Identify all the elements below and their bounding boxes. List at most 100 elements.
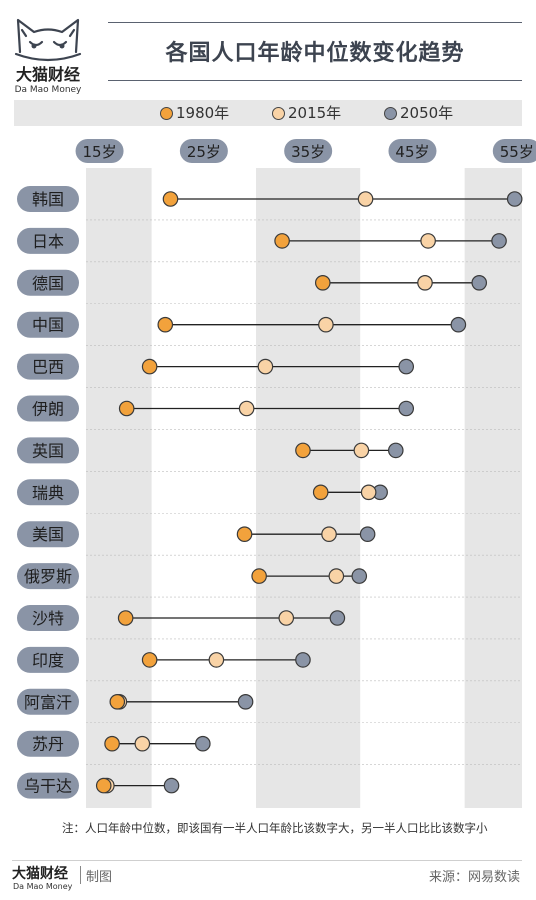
legend-item-2050: 2050年 (384, 100, 453, 126)
country-row: 韩国 (17, 186, 523, 221)
country-pill (17, 479, 79, 506)
country-label: 伊朗 (32, 400, 64, 419)
country-label: 美国 (32, 525, 64, 544)
legend-swatch-1980 (160, 106, 173, 120)
country-label: 日本 (32, 232, 64, 251)
country-pill (17, 688, 79, 715)
background-band (464, 168, 522, 808)
legend-swatch-2015 (272, 106, 285, 120)
dot-1980 (251, 568, 267, 584)
dot-1980 (295, 442, 311, 459)
legend-label-2050: 2050年 (400, 104, 454, 122)
x-tick-pill (388, 139, 437, 163)
footer-separator (80, 866, 81, 884)
x-tick-55: 55岁 (492, 139, 536, 163)
country-pill (17, 521, 79, 548)
country-label: 乌干达 (24, 777, 72, 796)
country-pill (17, 730, 79, 757)
dot-2015 (328, 568, 345, 584)
country-label: 巴西 (32, 358, 64, 377)
country-label: 中国 (32, 316, 64, 335)
country-row: 乌干达 (17, 772, 180, 799)
background-band (86, 168, 152, 808)
legend-label-2015: 2015年 (288, 104, 342, 122)
x-tick-pill (179, 139, 228, 163)
country-label: 俄罗斯 (24, 567, 72, 586)
country-pill (17, 437, 79, 464)
x-tick-25: 25岁 (179, 139, 228, 163)
legend-swatch-2050 (384, 106, 397, 120)
country-row: 英国 (17, 437, 522, 472)
legend-label-1980: 1980年 (176, 104, 230, 122)
dot-2050 (237, 693, 254, 710)
footer-brand-logo: 大猫财经 Da Mao Money (12, 865, 73, 891)
page-title: 各国人口年龄中位数变化趋势 (165, 41, 465, 66)
brand-name-cn: 大猫财经 (16, 65, 80, 84)
dumbbell-chart: 15岁 25岁 35岁 45岁 55岁 韩国日本德国中国巴西伊朗英国瑞典美国俄罗斯沙特印… (17, 139, 536, 808)
country-row: 巴西 (17, 353, 522, 388)
dot-2015 (417, 274, 433, 291)
dot-2050 (491, 233, 507, 249)
dot-1980 (95, 777, 112, 794)
dot-2015 (420, 233, 436, 249)
dot-1980 (162, 191, 179, 207)
dot-2050 (450, 316, 467, 333)
footer-source: 来源：网易数读 (428, 870, 520, 885)
dot-2015 (321, 526, 337, 542)
background-band (151, 168, 257, 808)
country-label: 印度 (32, 651, 64, 670)
country-pill (17, 646, 79, 673)
dot-1980 (274, 233, 290, 249)
country-label: 阿富汗 (24, 693, 72, 712)
dot-1980 (118, 400, 135, 417)
x-tick-label: 25岁 (187, 143, 221, 161)
dot-2015 (278, 610, 295, 626)
title-rule-top (108, 22, 522, 23)
dot-1980 (236, 526, 253, 542)
title-rule-bottom (108, 80, 522, 81)
dot-2050 (329, 610, 346, 626)
brand-name-en: Da Mao Money (15, 85, 82, 94)
country-row: 阿富汗 (17, 688, 522, 724)
x-tick-label: 35岁 (291, 143, 325, 161)
dot-2050 (163, 777, 180, 794)
country-row: 俄罗斯 (17, 563, 522, 598)
x-tick-15: 15岁 (75, 139, 124, 163)
x-tick-label: 15岁 (83, 143, 117, 161)
country-pill (17, 395, 79, 422)
country-row: 日本 (17, 227, 522, 263)
country-label: 沙特 (32, 609, 64, 628)
dot-2015 (360, 484, 377, 501)
footer-brand-name-cn: 大猫财经 (12, 865, 68, 882)
x-tick-pill (75, 139, 124, 163)
country-row: 美国 (17, 521, 522, 556)
country-pill (17, 227, 79, 254)
footer-divider (12, 860, 522, 861)
dot-2015 (208, 652, 225, 668)
dot-2015 (318, 316, 334, 333)
dot-1980 (109, 693, 126, 710)
legend: 1980年 2015年 2050年 (14, 100, 522, 126)
x-tick-45: 45岁 (388, 139, 437, 163)
country-label: 苏丹 (32, 735, 64, 754)
footer-brand-name-en: Da Mao Money (13, 882, 73, 891)
footer-credit: 制图 (86, 870, 113, 885)
country-row: 印度 (17, 646, 522, 682)
x-tick-label: 45岁 (395, 143, 429, 161)
brand-logo: 大猫财经 Da Mao Money (15, 18, 82, 94)
x-tick-label: 55岁 (500, 143, 534, 161)
country-row: 德国 (17, 269, 522, 305)
dot-2050 (359, 526, 376, 542)
country-row: 瑞典 (17, 479, 522, 514)
chart-note: 注：人口年龄中位数，即该国有一半人口年龄比该数字大，另一半人口比比该数字小 (62, 821, 488, 835)
country-row: 苏丹 (17, 730, 522, 765)
country-label: 瑞典 (32, 483, 64, 502)
dot-2050 (398, 400, 415, 417)
dot-2015 (257, 358, 274, 375)
dot-2015 (134, 735, 151, 752)
dot-2050 (398, 358, 415, 375)
dot-1980 (312, 484, 329, 501)
dot-1980 (141, 652, 158, 668)
background-band (256, 168, 361, 808)
dot-2050 (387, 442, 404, 459)
